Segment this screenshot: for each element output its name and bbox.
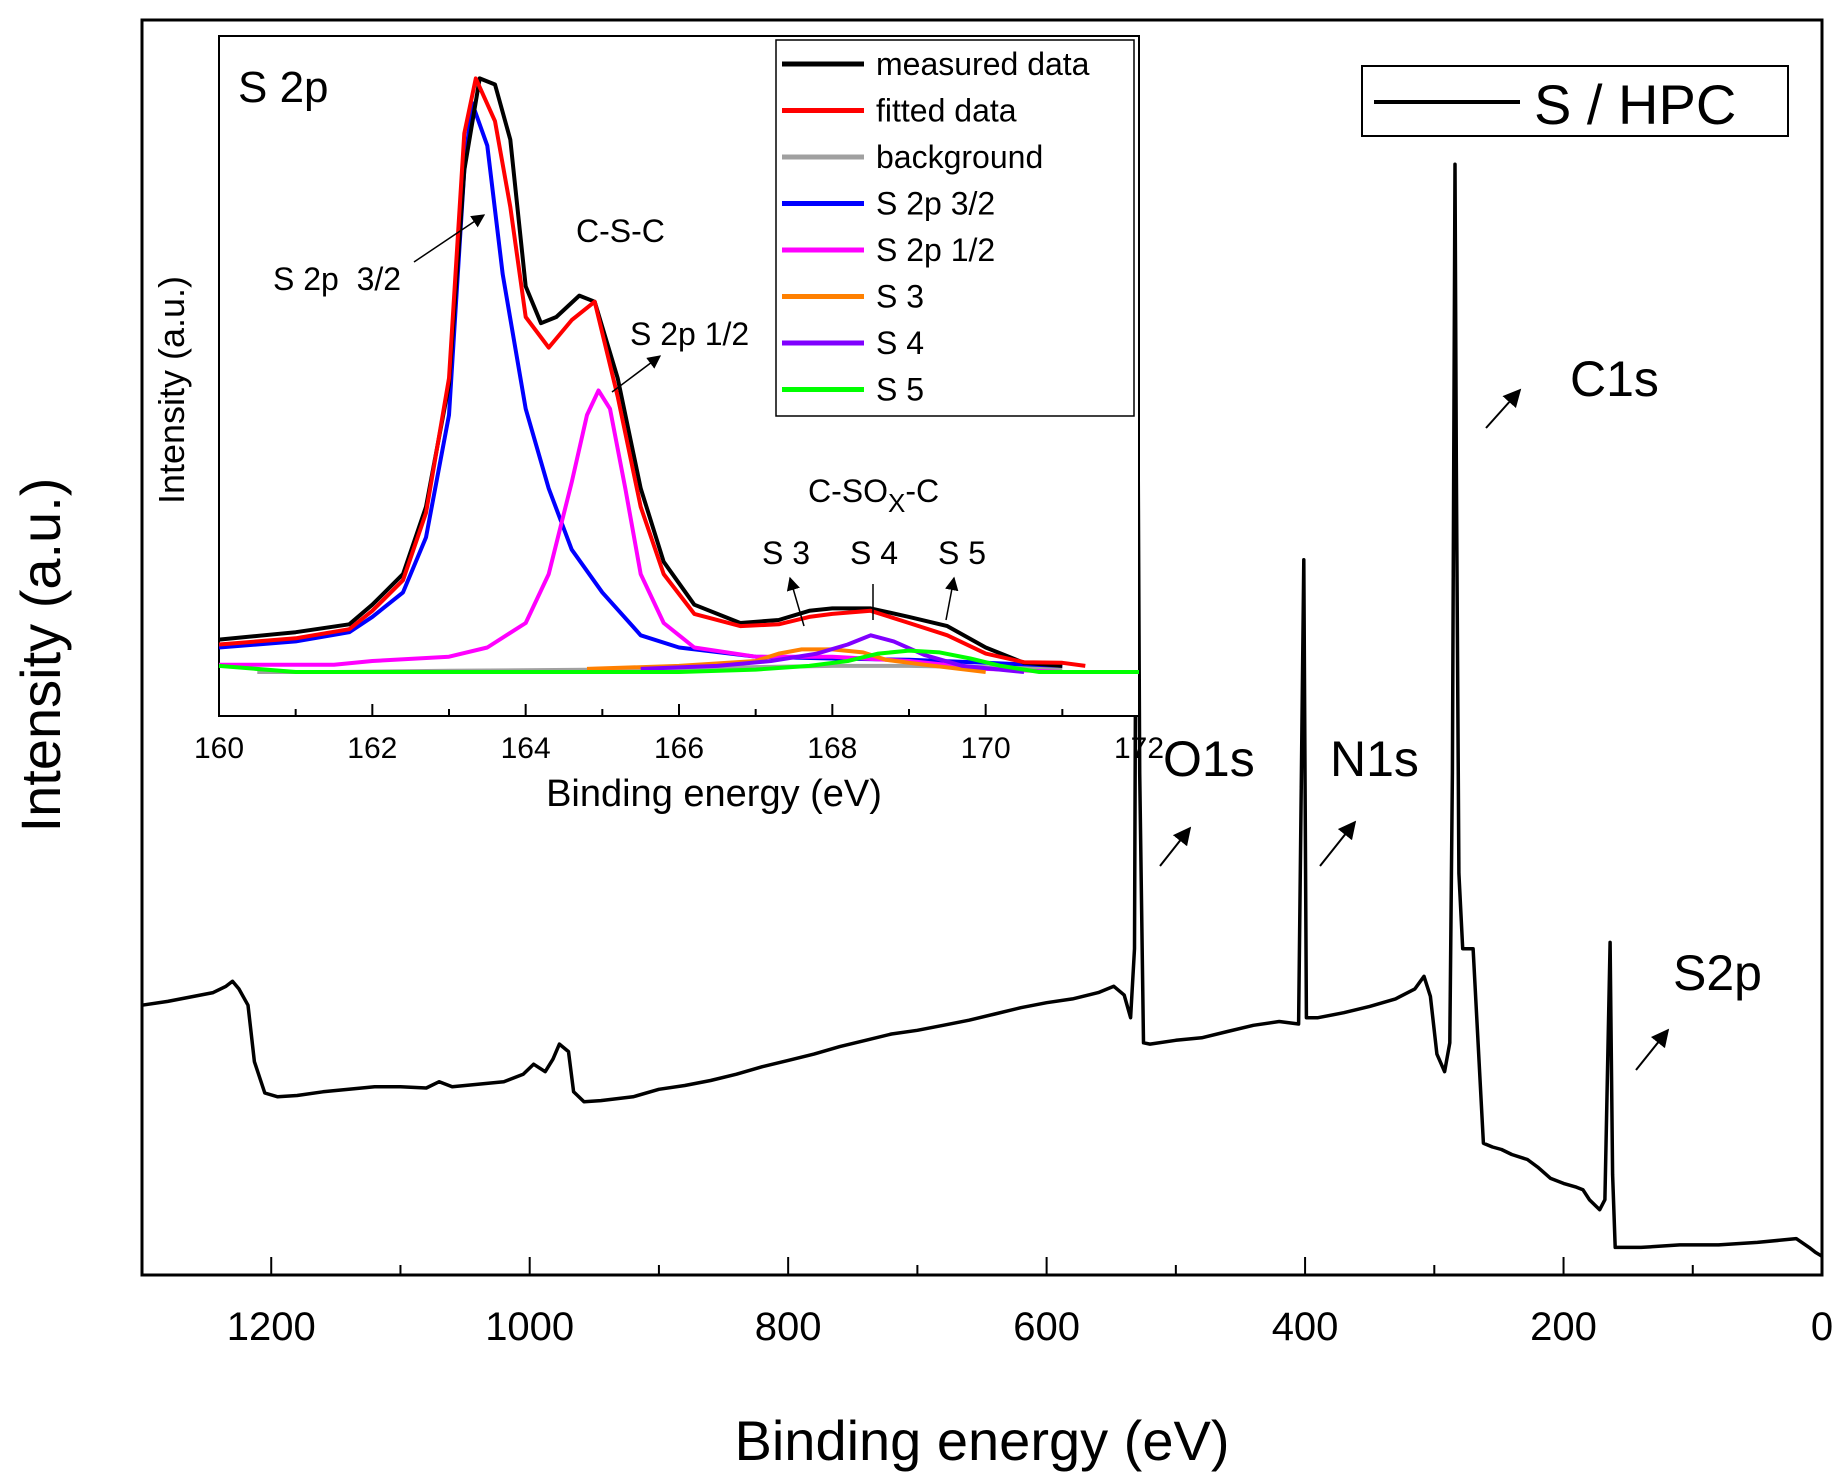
- x-tick-label-800: 800: [755, 1305, 822, 1349]
- x-tick-label-168: 168: [807, 732, 857, 765]
- arrow-c1s: [1485, 388, 1522, 429]
- inset-x-axis-label: Binding energy (eV): [546, 773, 882, 815]
- series-line-s-4: [640, 633, 1025, 674]
- main-plot-frame: [140, 18, 1824, 1277]
- inset-annotation-csoxc: C-SOX-C: [808, 473, 939, 518]
- x-tick-label-160: 160: [194, 732, 244, 765]
- csox-main: C-SO: [808, 473, 888, 509]
- x-tick-label-1200: 1200: [227, 1305, 316, 1349]
- inset-annotation-s2p32: S 2p 3/2: [273, 261, 401, 297]
- legend-label-s-hpc: S / HPC: [1534, 73, 1736, 136]
- csox-suffix: -C: [905, 473, 939, 509]
- x-tick-label-162: 162: [347, 732, 397, 765]
- inset-legend-label-s-2p-3-2: S 2p 3/2: [876, 186, 995, 222]
- x-tick-label-400: 400: [1272, 1305, 1339, 1349]
- csox-sub: X: [888, 488, 905, 518]
- inset-annotation-s3: S 3: [762, 535, 810, 571]
- main-annotations: O1s N1s C1s S2p: [1159, 351, 1762, 1071]
- inset-legend-box: [775, 39, 1135, 417]
- series-line-fitted-data: [218, 76, 1086, 668]
- x-tick-label-170: 170: [961, 732, 1011, 765]
- inset-legend-label-s-2p-1-2: S 2p 1/2: [876, 232, 995, 268]
- series-line-s-2p-1-2: [219, 388, 1063, 674]
- x-tick-label-1000: 1000: [485, 1305, 574, 1349]
- series-line-s-3: [586, 647, 986, 674]
- inset-annotation-s4: S 4: [850, 535, 898, 571]
- x-tick-label-200: 200: [1530, 1305, 1597, 1349]
- x-tick-label-600: 600: [1013, 1305, 1080, 1349]
- inset-annotations: S 2p 3/2 C-S-C S 2p 1/2 C-SOX-C S 3 S 4 …: [273, 213, 986, 627]
- main-x-ticks: 1200 1000 800 600 400 200 0: [227, 1257, 1833, 1349]
- inset-series-group: [218, 76, 1139, 674]
- main-y-axis-label: Intensity (a.u.): [9, 478, 72, 833]
- inset-annotation-csc: C-S-C: [576, 213, 665, 249]
- arrow-o1s: [1159, 826, 1192, 867]
- x-tick-label-172: 172: [1114, 732, 1164, 765]
- annotation-o1s: O1s: [1163, 731, 1255, 787]
- inset-legend-label-s-5: S 5: [876, 372, 924, 408]
- inset-title: S 2p: [238, 63, 329, 112]
- inset-y-axis-label: Intensity (a.u.): [151, 276, 192, 504]
- inset-legend-label-s-4: S 4: [876, 325, 924, 361]
- inset-x-ticks: 160 162 164 166 168 170 172: [194, 704, 1164, 765]
- inset-legend-label-fitted-data: fitted data: [876, 93, 1017, 129]
- arrow-s2p: [1635, 1028, 1670, 1071]
- x-tick-label-0: 0: [1811, 1305, 1833, 1349]
- main-legend: S / HPC: [1361, 65, 1789, 137]
- inset-arrow-s2p32: [413, 214, 486, 263]
- inset-legend: measured data fitted data background S 2p 3…: [782, 46, 1090, 408]
- annotation-s2p: S2p: [1673, 945, 1762, 1001]
- main-x-axis-label: Binding energy (eV): [735, 1409, 1230, 1472]
- series-line-s-5: [218, 648, 1139, 674]
- inset-arrow-s2p12: [611, 355, 662, 393]
- annotation-c1s: C1s: [1570, 351, 1659, 407]
- x-tick-label-164: 164: [501, 732, 551, 765]
- inset-legend-label-measured-data: measured data: [876, 46, 1090, 82]
- inset-arrow-s3: [786, 576, 805, 627]
- x-tick-label-166: 166: [654, 732, 704, 765]
- inset-arrow-s5: [945, 576, 959, 621]
- inset-annotation-s2p12: S 2p 1/2: [630, 316, 749, 352]
- inset-annotation-s5: S 5: [938, 535, 986, 571]
- inset-legend-label-background: background: [876, 139, 1043, 175]
- arrow-n1s: [1319, 820, 1357, 867]
- inset-legend-label-s-3: S 3: [876, 279, 924, 315]
- annotation-n1s: N1s: [1330, 731, 1419, 787]
